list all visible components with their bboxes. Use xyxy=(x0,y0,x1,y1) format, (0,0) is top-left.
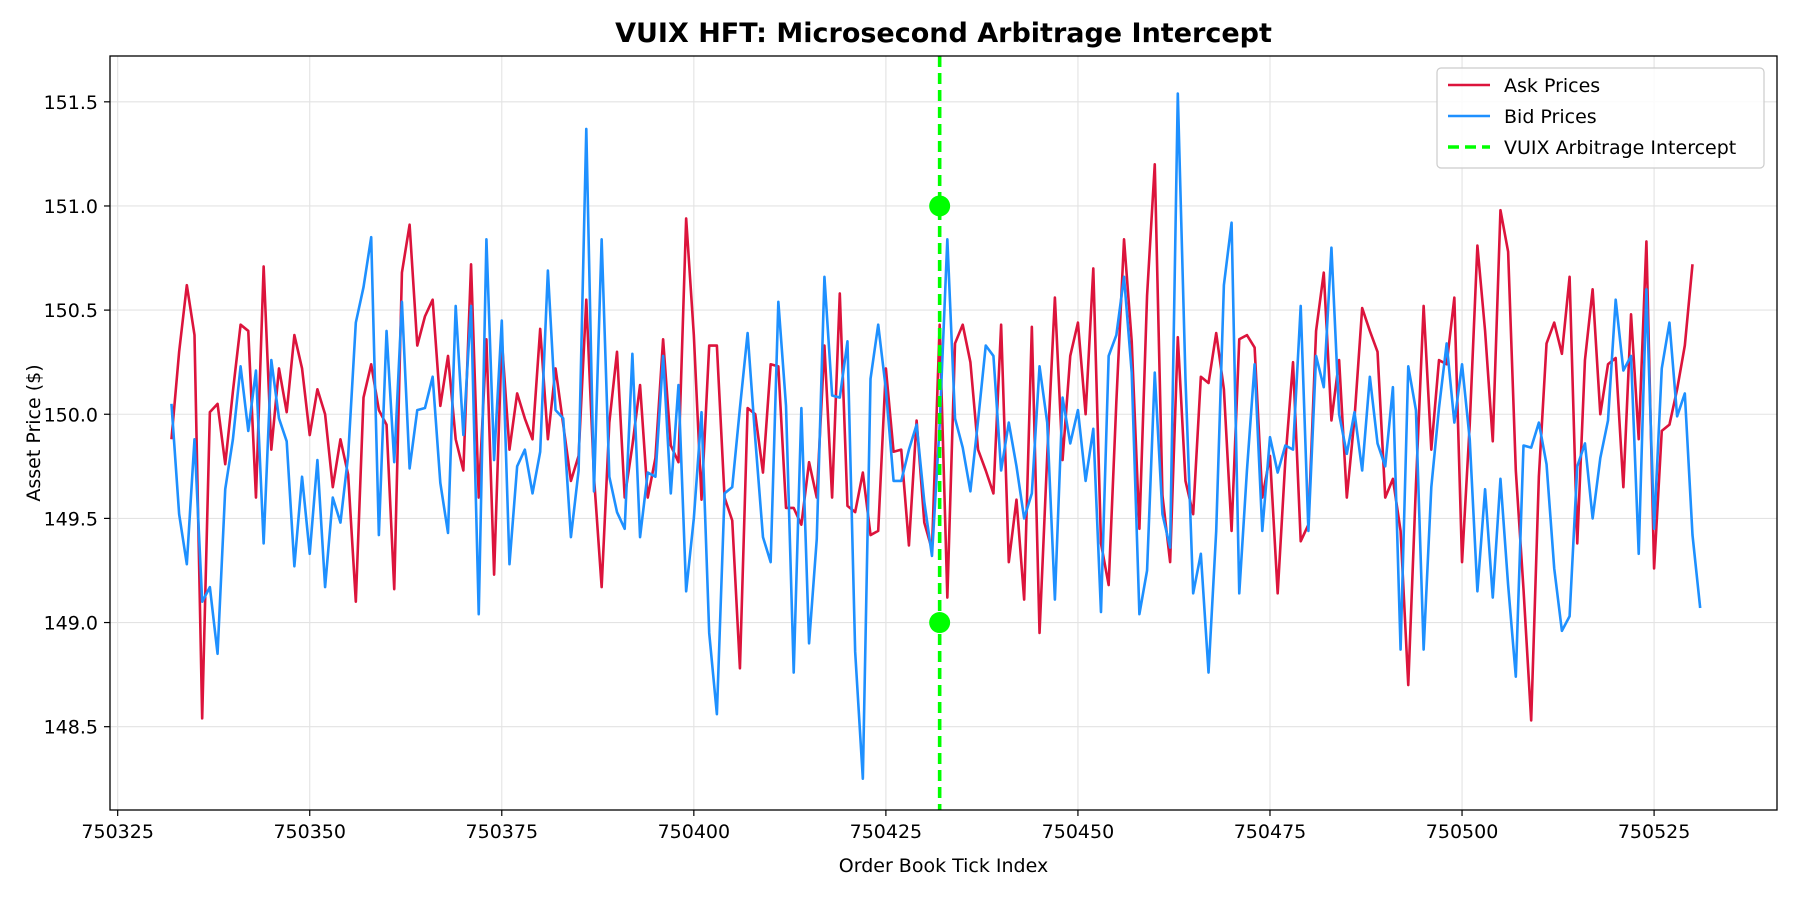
y-tick-label: 149.5 xyxy=(44,508,98,530)
y-tick-label: 150.0 xyxy=(44,404,98,426)
legend-label: Ask Prices xyxy=(1504,75,1600,97)
x-tick-label: 750350 xyxy=(273,821,346,843)
x-tick-label: 750500 xyxy=(1426,821,1499,843)
y-tick-label: 148.5 xyxy=(44,717,98,739)
x-tick-label: 750525 xyxy=(1618,821,1691,843)
x-tick-label: 750450 xyxy=(1042,821,1115,843)
series-layer xyxy=(170,56,1702,810)
y-axis: 148.5 149.0 149.5 150.0 150.5 151.0 151.5 xyxy=(44,92,110,739)
chart-title: VUIX HFT: Microsecond Arbitrage Intercep… xyxy=(615,18,1272,49)
legend-label: VUIX Arbitrage Intercept xyxy=(1504,137,1736,159)
x-tick-label: 750400 xyxy=(658,821,731,843)
x-axis-label: Order Book Tick Index xyxy=(839,855,1048,877)
y-tick-label: 151.5 xyxy=(44,92,98,114)
x-axis: 750325 750350 750375 750400 750425 750450 7504… xyxy=(81,810,1690,843)
intercept-marker xyxy=(929,195,951,217)
x-tick-label: 750375 xyxy=(466,821,539,843)
y-tick-label: 151.0 xyxy=(44,196,98,218)
x-tick-label: 750475 xyxy=(1234,821,1307,843)
intercept-marker xyxy=(929,612,951,634)
bid-prices-line xyxy=(170,92,1702,781)
x-tick-label: 750325 xyxy=(81,821,154,843)
legend-box xyxy=(1436,67,1765,169)
legend: Ask Prices Bid Prices VUIX Arbitrage Inter… xyxy=(1436,67,1765,169)
y-tick-label: 149.0 xyxy=(44,613,98,635)
plot-area-frame xyxy=(109,55,1778,811)
y-axis-label: Asset Price ($) xyxy=(23,364,45,501)
legend-label: Bid Prices xyxy=(1504,106,1597,128)
y-tick-label: 150.5 xyxy=(44,300,98,322)
x-tick-label: 750425 xyxy=(850,821,923,843)
